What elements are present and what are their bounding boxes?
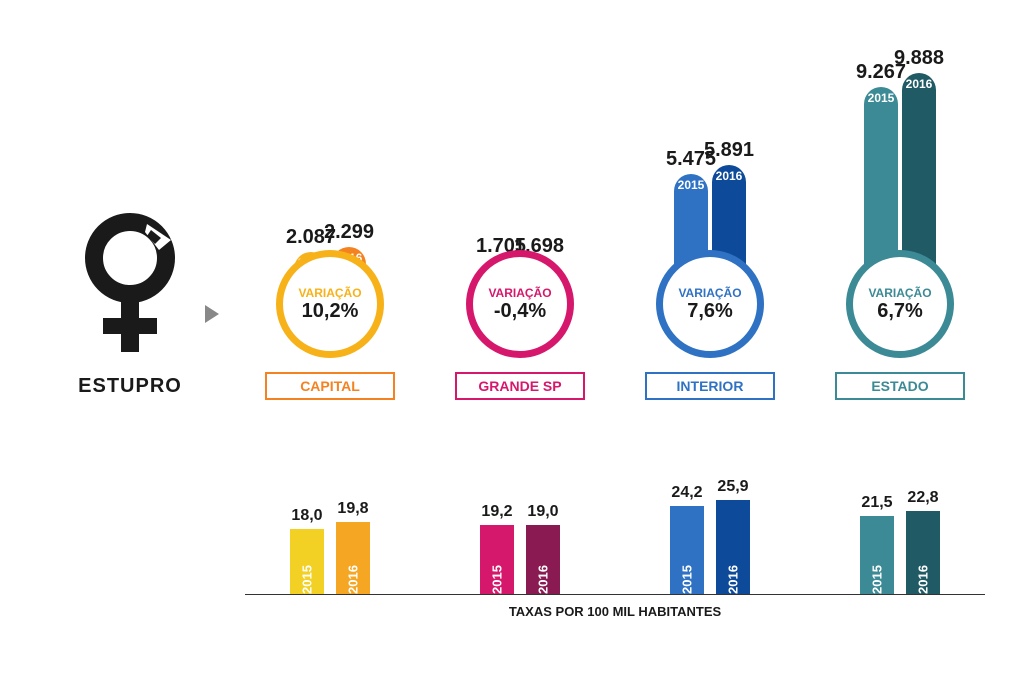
infographic-root: ESTUPRO 2.08720152.2992016VARIAÇÃO10,2%C… [0,0,1024,677]
female-broken-icon [75,210,185,365]
upper-group: 5.47520155.8912016VARIAÇÃO7,6%INTERIOR [625,60,795,400]
lower-group: 24,2201525,92016 [625,465,795,595]
triangle-icon [205,305,219,323]
lower-bar-year: 2015 [870,565,885,594]
bar-year: 2015 [678,178,705,192]
lower-bar: 21,52015 [860,516,894,595]
bar-value: 5.891 [704,139,754,162]
variation-label: VARIAÇÃO [868,286,931,300]
lower-bar: 19,82016 [336,522,370,595]
bar-year: 2016 [716,169,743,183]
variation-percent: -0,4% [494,300,546,323]
lower-bar-value: 19,2 [481,503,512,521]
lower-chart-title: TAXAS POR 100 MIL HABITANTES [245,604,985,619]
lower-group: 21,5201522,82016 [815,465,985,595]
lower-bar-year: 2016 [536,565,551,594]
region-label: INTERIOR [645,372,775,400]
lower-bar-value: 19,0 [527,503,558,521]
region-label: ESTADO [835,372,965,400]
lower-bar-year: 2016 [346,565,361,594]
upper-group: 9.26720159.8882016VARIAÇÃO6,7%ESTADO [815,60,985,400]
lower-bar-year: 2015 [680,565,695,594]
lower-chart: 18,0201519,8201619,2201519,0201624,22015… [245,455,985,625]
lower-bar-value: 25,9 [717,478,748,496]
lower-bar-year: 2016 [726,565,741,594]
variation-ring: VARIAÇÃO6,7% [846,250,954,358]
lower-bar: 22,82016 [906,511,940,595]
infographic-title: ESTUPRO [55,375,205,398]
lower-bar-value: 24,2 [671,484,702,502]
lower-bar-value: 21,5 [861,494,892,512]
lower-bar: 24,22015 [670,506,704,595]
x-axis [245,594,985,595]
lower-bar-value: 19,8 [337,500,368,518]
upper-chart: 2.08720152.2992016VARIAÇÃO10,2%CAPITAL1.… [245,60,985,400]
lower-bar: 19,22015 [480,525,514,595]
variation-label: VARIAÇÃO [488,286,551,300]
region-label: GRANDE SP [455,372,585,400]
lower-group: 19,2201519,02016 [435,465,605,595]
lower-bar-value: 18,0 [291,507,322,525]
lower-bar-year: 2015 [300,565,315,594]
lower-bar: 18,02015 [290,529,324,595]
lower-bar-year: 2015 [490,565,505,594]
variation-percent: 6,7% [877,300,923,323]
variation-label: VARIAÇÃO [298,286,361,300]
variation-percent: 7,6% [687,300,733,323]
upper-group: 2.08720152.2992016VARIAÇÃO10,2%CAPITAL [245,60,415,400]
upper-group: 1.70520151.6982016VARIAÇÃO-0,4%GRANDE SP [435,60,605,400]
symbol-block: ESTUPRO [55,210,205,398]
lower-bar: 25,92016 [716,500,750,595]
variation-percent: 10,2% [302,300,359,323]
lower-group: 18,0201519,82016 [245,465,415,595]
region-label: CAPITAL [265,372,395,400]
variation-ring: VARIAÇÃO-0,4% [466,250,574,358]
bar-value: 2.299 [324,221,374,244]
lower-bar-value: 22,8 [907,489,938,507]
bar-year: 2016 [906,77,933,91]
bar-value: 9.888 [894,47,944,70]
variation-ring: VARIAÇÃO10,2% [276,250,384,358]
bar-year: 2015 [868,91,895,105]
lower-bar-year: 2016 [916,565,931,594]
lower-bar-groups: 18,0201519,8201619,2201519,0201624,22015… [245,465,985,595]
variation-label: VARIAÇÃO [678,286,741,300]
lower-bar: 19,02016 [526,525,560,595]
variation-ring: VARIAÇÃO7,6% [656,250,764,358]
